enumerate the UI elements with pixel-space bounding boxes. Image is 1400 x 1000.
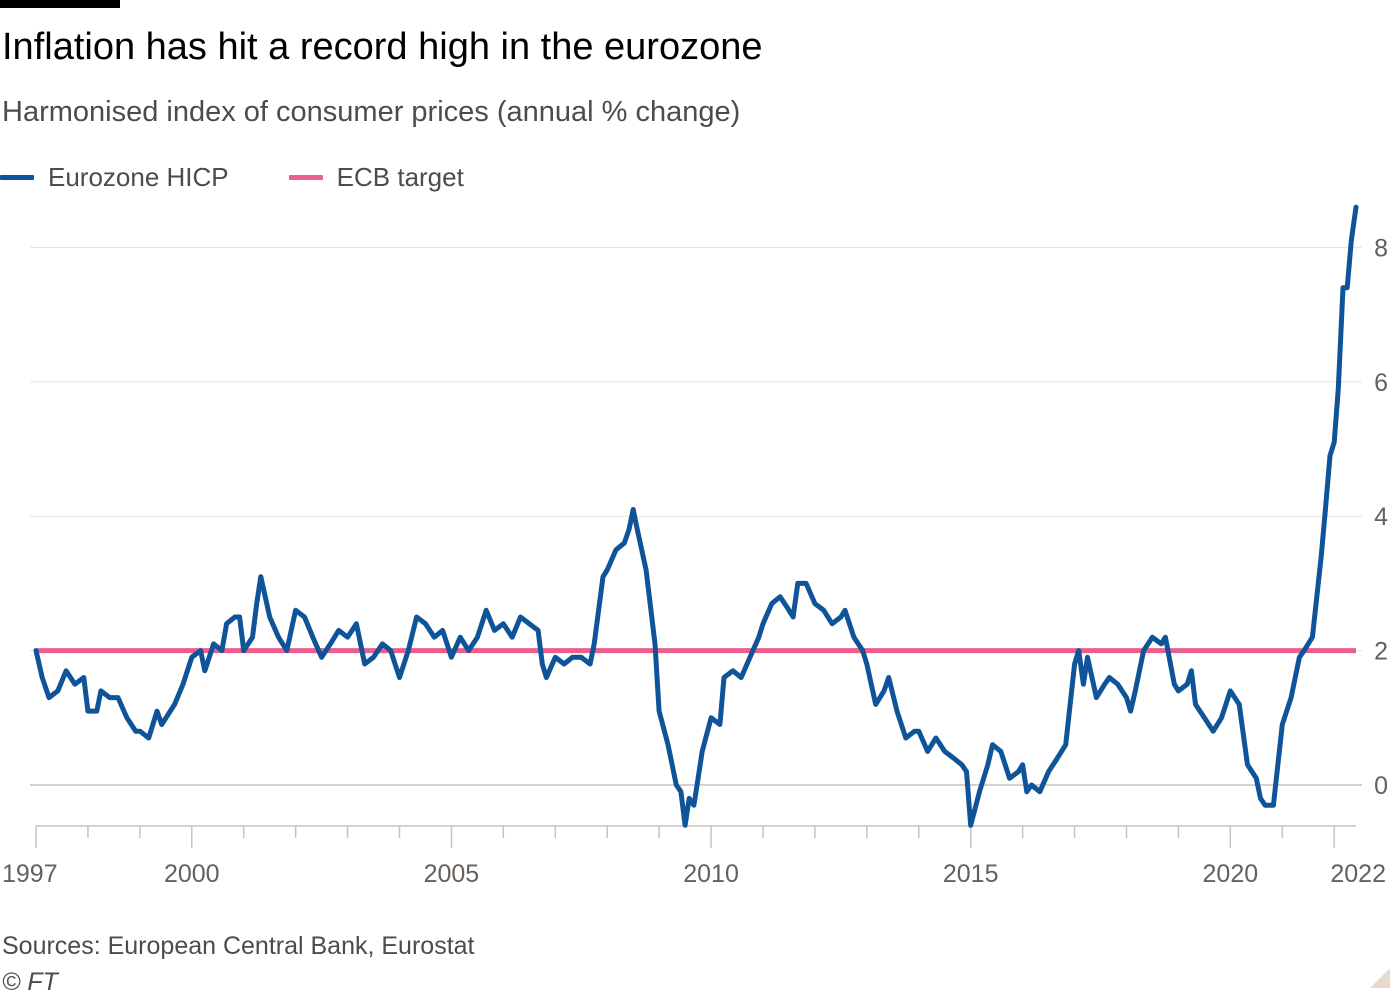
chart-subtitle: Harmonised index of consumer prices (ann… <box>2 96 741 128</box>
legend: Eurozone HICP ECB target <box>0 160 524 194</box>
y-tick-label-8: 8 <box>1374 234 1388 262</box>
series-lines <box>33 204 1359 828</box>
corner-fold-icon <box>1370 968 1390 988</box>
x-tick-label-2015: 2015 <box>943 860 999 888</box>
legend-swatch-target <box>288 174 323 180</box>
source-note: Sources: European Central Bank, Eurostat <box>2 932 475 960</box>
y-tick-label-4: 4 <box>1374 503 1388 531</box>
x-tick-label-2010: 2010 <box>683 860 739 888</box>
legend-label-hicp: Eurozone HICP <box>48 161 229 192</box>
x-tick-label-2000: 2000 <box>164 860 220 888</box>
y-tick-label-2: 2 <box>1374 638 1388 666</box>
chart-title: Inflation has hit a record high in the e… <box>2 26 763 68</box>
x-tick-label-2020: 2020 <box>1203 860 1259 888</box>
ft-credit: © FT <box>2 968 58 996</box>
x-axis <box>35 825 1356 848</box>
top-rule <box>0 0 120 8</box>
x-tick-label-2022: 2022 <box>1330 860 1386 888</box>
x-tick-label-2005: 2005 <box>424 860 480 888</box>
gridlines <box>30 246 1362 786</box>
legend-item-hicp: Eurozone HICP <box>0 162 229 193</box>
legend-label-target: ECB target <box>336 161 464 192</box>
y-tick-label-6: 6 <box>1374 369 1388 397</box>
x-tick-label-1997: 1997 <box>2 860 58 888</box>
legend-swatch-hicp <box>0 174 34 180</box>
tick-labels: 0 2 4 6 8 1997 2000 2005 2010 2015 2020 2022 <box>2 234 1388 888</box>
series-line-eurozone-hicp <box>33 204 1359 828</box>
y-tick-label-0: 0 <box>1374 772 1388 800</box>
legend-item-target: ECB target <box>288 161 464 193</box>
